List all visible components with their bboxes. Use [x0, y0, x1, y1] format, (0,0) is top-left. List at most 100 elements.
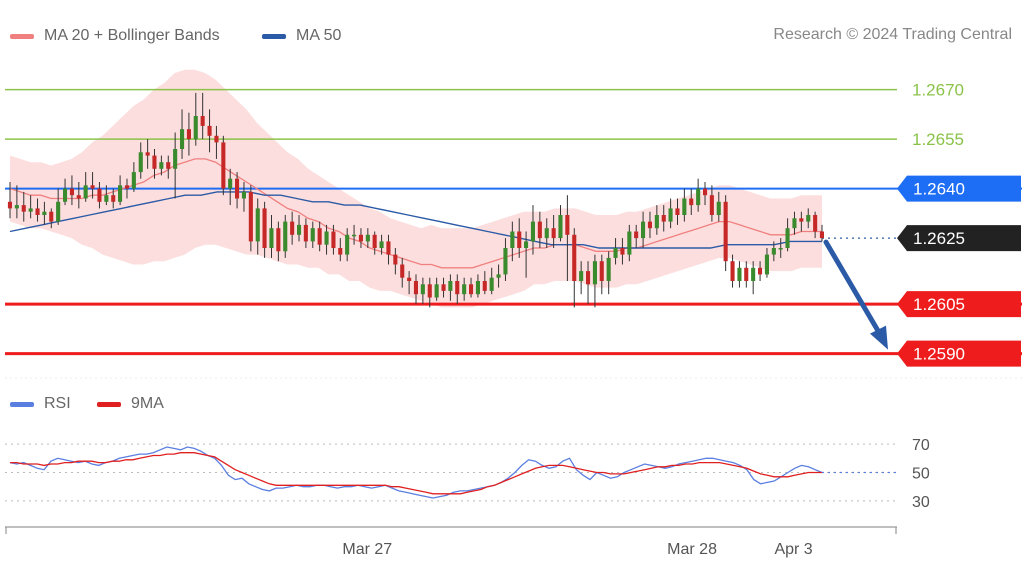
candle-body — [579, 271, 584, 281]
candle-body — [530, 221, 535, 242]
legend-label-rsi: RSI — [44, 395, 71, 412]
candle-body — [386, 241, 391, 255]
candle-body — [297, 224, 302, 235]
candle-body — [806, 215, 811, 222]
candle-body — [475, 281, 480, 295]
candle-body — [420, 284, 425, 295]
candle-body — [620, 248, 625, 255]
legend-swatch-ma20 — [10, 33, 34, 39]
legend-label-9ma: 9MA — [131, 395, 164, 412]
candle-body — [771, 248, 776, 255]
ma50-line — [9, 191, 822, 249]
candle-body — [180, 129, 185, 149]
candle-body — [63, 188, 68, 202]
candle-body — [159, 162, 164, 169]
candle-body — [248, 191, 253, 242]
level-tags: 1.2670 1.2655 1.2640 1.2625 1.2605 1.2590 — [5, 81, 1022, 379]
candle-body — [709, 195, 714, 215]
candle-body — [654, 215, 659, 229]
candle-body — [592, 261, 597, 285]
level-tag-text-1.2605: 1.2605 — [913, 295, 965, 314]
candle-body — [235, 178, 240, 199]
candle-body — [723, 201, 728, 262]
level-tag-1.2640 — [897, 175, 1021, 202]
candle-body — [372, 234, 377, 248]
x-axis: Mar 27 Mar 28 Apr 3 — [5, 526, 897, 558]
candle-body — [634, 231, 639, 239]
candle-body — [345, 234, 350, 255]
candle-body — [138, 152, 143, 173]
candle-body — [200, 116, 205, 126]
candle-body — [21, 205, 26, 212]
candle-body — [393, 254, 398, 265]
candle-body — [737, 267, 742, 281]
candle-body — [675, 208, 680, 215]
level-tag-text-1.2640: 1.2640 — [913, 180, 965, 199]
candle-body — [448, 281, 453, 291]
candle-body — [283, 221, 288, 252]
candle-body — [400, 264, 405, 278]
candle-body — [365, 234, 370, 242]
candle-body — [627, 231, 632, 255]
candle-body — [269, 228, 274, 248]
candle-body — [661, 215, 666, 222]
moving-averages — [9, 158, 822, 269]
forecast-arrow — [823, 239, 888, 350]
level-label-1.2670: 1.2670 — [912, 81, 964, 100]
candle-body — [469, 284, 474, 295]
candle-body — [668, 208, 673, 222]
level-tag-1.2590 — [897, 340, 1021, 367]
candle-body — [145, 152, 150, 156]
candle-body — [689, 198, 694, 206]
legend-rsi: RSI — [10, 395, 71, 413]
candle-body — [813, 215, 818, 232]
candle-body — [558, 215, 563, 239]
candle-body — [524, 241, 529, 248]
legend-9ma: 9MA — [97, 395, 164, 413]
candle-body — [778, 248, 783, 250]
candle-body — [703, 188, 708, 196]
legend-swatch-rsi — [10, 401, 34, 407]
candle-body — [193, 116, 198, 140]
candle-body — [207, 125, 212, 136]
candle-body — [42, 211, 47, 215]
x-tick-label-mar-28: Mar 28 — [667, 541, 717, 558]
rsi-series-rsi — [9, 446, 823, 499]
candle-body — [324, 231, 329, 245]
candle-body — [606, 257, 611, 281]
candle-body — [166, 162, 171, 169]
candle-body — [764, 254, 769, 275]
candle-body — [682, 198, 687, 215]
candle-body — [503, 248, 508, 275]
candle-body — [214, 135, 219, 143]
candlesticks — [7, 92, 824, 308]
candle-body — [434, 284, 439, 298]
candle-body — [716, 201, 721, 215]
candle-body — [56, 201, 61, 222]
candle-body — [97, 188, 102, 202]
candle-body — [173, 149, 178, 169]
candle-body — [352, 234, 357, 237]
candle-body — [358, 234, 363, 242]
level-tag-text-1.2625: 1.2625 — [913, 229, 965, 248]
candle-body — [510, 231, 515, 248]
candle-body — [317, 228, 322, 245]
candle-body — [544, 228, 549, 239]
ma20-line — [9, 158, 822, 269]
candle-body — [819, 231, 824, 239]
candle-body — [255, 208, 260, 242]
candle-body — [496, 274, 501, 278]
candle-body — [331, 231, 336, 248]
candle-body — [792, 218, 797, 229]
candle-body — [427, 284, 432, 298]
legend-ma20-bb: MA 20 + Bollinger Bands — [10, 27, 220, 45]
level-lines — [5, 88, 1022, 356]
candle-body — [613, 248, 618, 258]
candle-body — [76, 195, 81, 199]
candle-body — [118, 185, 123, 202]
level-label-1.2655: 1.2655 — [912, 130, 964, 149]
candle-body — [241, 191, 246, 199]
candle-body — [641, 221, 646, 239]
candle-body — [696, 188, 701, 206]
